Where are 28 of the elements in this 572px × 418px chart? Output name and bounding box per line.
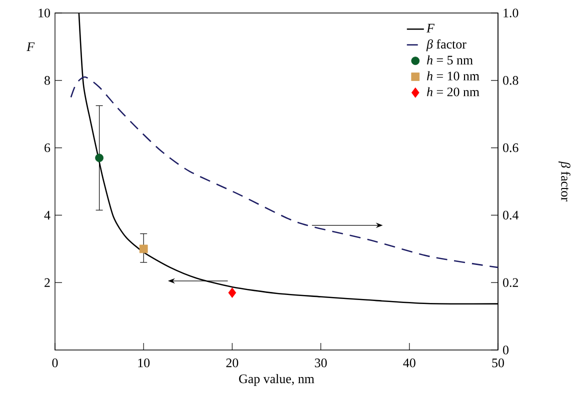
y2-tick-label: 0.8 — [503, 76, 518, 85]
x-tick-label: 30 — [314, 358, 327, 368]
y-axis-title: F — [26, 42, 35, 51]
y-tick-label: 8 — [44, 76, 50, 85]
y2-tick-label: 0 — [503, 346, 508, 354]
point — [95, 154, 104, 162]
y-tick-label: 4 — [44, 210, 50, 220]
point — [139, 244, 148, 254]
legend-label: h = 10 nm — [427, 71, 480, 80]
x-tick-label: 40 — [403, 358, 416, 368]
point — [228, 288, 236, 298]
legend-label: h = 5 nm — [427, 55, 473, 64]
y2-tick-label: 0.2 — [503, 278, 518, 287]
x-tick-label: 20 — [226, 358, 238, 368]
y-tick-label: 2 — [44, 278, 50, 287]
legend-label: β factor — [426, 39, 466, 52]
legend-label: F — [426, 24, 435, 32]
y-tick-label: 6 — [44, 143, 50, 152]
x-tick-label: 0 — [52, 358, 58, 368]
x-tick-label: 50 — [492, 358, 504, 368]
y2-axis-title: β factor — [558, 161, 570, 202]
y2-tick-label: 0.4 — [503, 210, 519, 220]
x-tick-label: 10 — [138, 358, 150, 368]
y2-tick-label: 1.0 — [504, 8, 518, 18]
y2-tick-label: 0.6 — [503, 143, 518, 152]
legend-label: h = 20 nm — [427, 87, 480, 96]
x-axis-title: Gap value, nm — [239, 374, 314, 386]
y-tick-label: 10 — [38, 8, 50, 18]
